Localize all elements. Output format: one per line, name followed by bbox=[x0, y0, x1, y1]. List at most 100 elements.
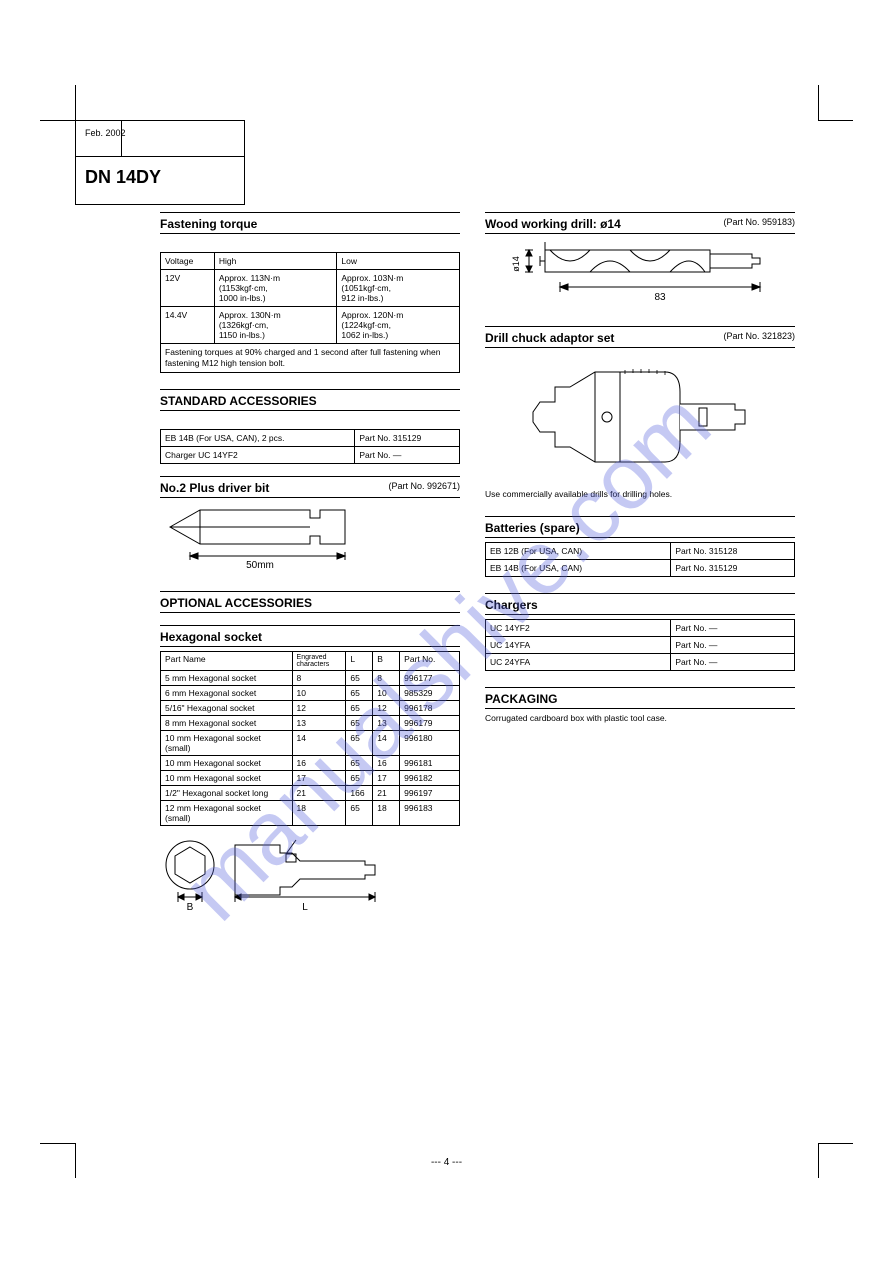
table-cell: 996181 bbox=[400, 756, 460, 771]
table-cell: 65 bbox=[346, 686, 373, 701]
table-hex-sockets: Part Name Engraved characters L B Part N… bbox=[160, 651, 460, 826]
hs-col4: Part No. bbox=[404, 654, 435, 664]
table-cell: 17 bbox=[292, 771, 346, 786]
chuck-figure bbox=[485, 352, 795, 485]
table-cell: 18 bbox=[373, 801, 400, 826]
table-cell: 5/16" Hexagonal socket bbox=[161, 701, 293, 716]
heading-standard-accessories: STANDARD ACCESSORIES bbox=[160, 394, 460, 408]
std-row1-c0: Charger UC 14YF2 bbox=[165, 450, 238, 460]
table-cell: 8 bbox=[292, 671, 346, 686]
table-batteries: EB 12B (For USA, CAN)Part No. 315128 EB … bbox=[485, 542, 795, 577]
table-cell: 65 bbox=[346, 801, 373, 826]
cell-12-lo: Approx. 103N·m (1051kgf·cm, 912 in-lbs.) bbox=[341, 273, 403, 303]
th-low: Low bbox=[341, 256, 357, 266]
heading-wood-drill: Wood working drill: ø14 (Part No. 959183… bbox=[485, 217, 795, 231]
socket-b-label: B bbox=[187, 902, 194, 913]
table-row: 10 mm Hexagonal socket176517996182 bbox=[161, 771, 460, 786]
heading-chuck-adaptor: Drill chuck adaptor set (Part No. 321823… bbox=[485, 331, 795, 345]
bit-len-label: 50mm bbox=[246, 560, 274, 571]
table-chargers: UC 14YF2 Part No. — UC 14YFA Part No. — UC… bbox=[485, 619, 795, 671]
packaging-text: Corrugated cardboard box with plastic to… bbox=[485, 713, 795, 724]
table-cell: 65 bbox=[346, 701, 373, 716]
bat-r0-c0: EB 12B (For USA, CAN) bbox=[490, 546, 582, 556]
chg-r2-c0: UC 24YFA bbox=[490, 657, 530, 667]
table-cell: 6 mm Hexagonal socket bbox=[161, 686, 293, 701]
table-row: 8 mm Hexagonal socket136513996179 bbox=[161, 716, 460, 731]
table-cell: 14 bbox=[373, 731, 400, 756]
table-cell: 985329 bbox=[400, 686, 460, 701]
table-cell: 10 mm Hexagonal socket bbox=[161, 756, 293, 771]
chuck-adaptor-pn: (Part No. 321823) bbox=[723, 331, 795, 341]
heading-packaging: PACKAGING bbox=[485, 692, 795, 706]
table-row: 6 mm Hexagonal socket106510985329 bbox=[161, 686, 460, 701]
table-cell: 65 bbox=[346, 716, 373, 731]
table-cell: 14 bbox=[292, 731, 346, 756]
heading-fastening-torque: Fastening torque bbox=[160, 217, 460, 231]
cell-voltage-12: 12V bbox=[165, 273, 180, 283]
cell-voltage-144: 14.4V bbox=[165, 310, 187, 320]
header-model: DN 14DY bbox=[85, 167, 161, 188]
table-cell: 996179 bbox=[400, 716, 460, 731]
table-cell: 996180 bbox=[400, 731, 460, 756]
table-cell: 996182 bbox=[400, 771, 460, 786]
table-row: 1/2" Hexagonal socket long2116621996197 bbox=[161, 786, 460, 801]
cell-144-hi: Approx. 130N·m (1326kgf·cm, 1150 in-lbs.… bbox=[219, 310, 281, 340]
table-cell: 17 bbox=[373, 771, 400, 786]
bat-r1-c1: Part No. 315129 bbox=[675, 563, 737, 573]
table-cell: 996183 bbox=[400, 801, 460, 826]
table-row: 10 mm Hexagonal socket166516996181 bbox=[161, 756, 460, 771]
chuck-desc: Use commercially available drills for dr… bbox=[485, 489, 795, 500]
std-row0-c0: EB 14B (For USA, CAN), 2 pcs. bbox=[165, 433, 285, 443]
table-row: 12 mm Hexagonal socket (small)1865189961… bbox=[161, 801, 460, 826]
chg-r0-c0: UC 14YF2 bbox=[490, 623, 530, 633]
table-cell: 21 bbox=[292, 786, 346, 801]
table-cell: 12 bbox=[373, 701, 400, 716]
hs-col3: B bbox=[377, 654, 383, 664]
table-cell: 10 bbox=[373, 686, 400, 701]
hs-col1: Engraved characters bbox=[297, 654, 330, 668]
table-cell: 5 mm Hexagonal socket bbox=[161, 671, 293, 686]
wood-drill-figure: ø14 83 bbox=[485, 238, 795, 316]
table-cell: 13 bbox=[292, 716, 346, 731]
chg-r2-c1: Part No. — bbox=[675, 657, 717, 667]
hs-col0: Part Name bbox=[165, 654, 206, 664]
plus-bit-pn: (Part No. 992671) bbox=[388, 481, 460, 491]
socket-l-label: L bbox=[302, 902, 308, 913]
page-number: --- 4 --- bbox=[0, 1157, 893, 1168]
table-cell: 16 bbox=[373, 756, 400, 771]
heading-chargers: Chargers bbox=[485, 598, 795, 612]
bat-r0-c1: Part No. 315128 bbox=[675, 546, 737, 556]
table-cell: 65 bbox=[346, 756, 373, 771]
heading-batteries: Batteries (spare) bbox=[485, 521, 795, 535]
chg-r1-c0: UC 14YFA bbox=[490, 640, 530, 650]
table-fastening-torque: Voltage High Low 12V Approx. 113N·m (115… bbox=[160, 252, 460, 373]
table-cell: 10 bbox=[292, 686, 346, 701]
bit-figure: 50mm bbox=[160, 502, 460, 575]
table-cell: 996178 bbox=[400, 701, 460, 716]
chg-r0-c1: Part No. — bbox=[675, 623, 717, 633]
heading-hex-socket: Hexagonal socket bbox=[160, 630, 460, 644]
cell-144-lo: Approx. 120N·m (1224kgf·cm, 1062 in-lbs.… bbox=[341, 310, 403, 340]
hs-col2: L bbox=[350, 654, 355, 664]
table-cell: 10 mm Hexagonal socket (small) bbox=[161, 731, 293, 756]
socket-figure: B L bbox=[160, 830, 460, 928]
table-cell: 65 bbox=[346, 771, 373, 786]
table-cell: 996177 bbox=[400, 671, 460, 686]
table-cell: 13 bbox=[373, 716, 400, 731]
wood-drill-pn: (Part No. 959183) bbox=[723, 217, 795, 227]
table-cell: 16 bbox=[292, 756, 346, 771]
torque-footnote: Fastening torques at 90% charged and 1 s… bbox=[165, 347, 441, 368]
table-row: 5/16" Hexagonal socket126512996178 bbox=[161, 701, 460, 716]
table-cell: 65 bbox=[346, 731, 373, 756]
th-voltage: Voltage bbox=[165, 256, 193, 266]
table-cell: 166 bbox=[346, 786, 373, 801]
table-cell: 12 bbox=[292, 701, 346, 716]
cell-12-hi: Approx. 113N·m (1153kgf·cm, 1000 in-lbs.… bbox=[219, 273, 280, 303]
table-row: 10 mm Hexagonal socket (small)1465149961… bbox=[161, 731, 460, 756]
th-high: High bbox=[219, 256, 236, 266]
table-cell: 21 bbox=[373, 786, 400, 801]
heading-optional-accessories: OPTIONAL ACCESSORIES bbox=[160, 596, 460, 610]
table-cell: 8 bbox=[373, 671, 400, 686]
table-cell: 1/2" Hexagonal socket long bbox=[161, 786, 293, 801]
drill-dia-label: ø14 bbox=[511, 256, 521, 272]
